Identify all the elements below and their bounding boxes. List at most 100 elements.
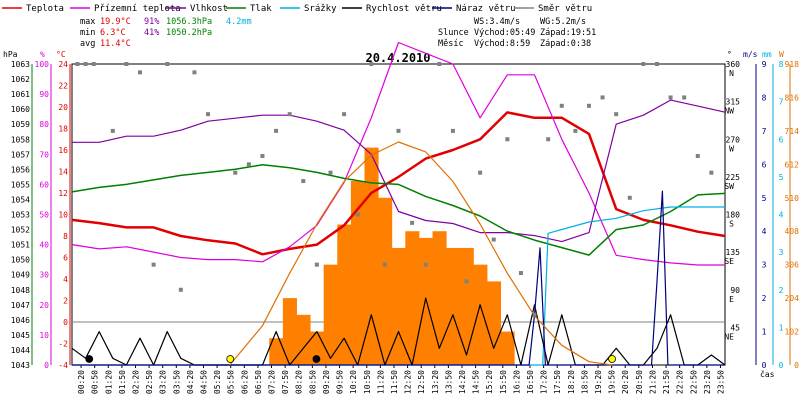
stat-min-temp: 6.3°C (100, 28, 126, 38)
tick-label-hpa: 1049 (11, 271, 30, 280)
tick-label-mm: 7 (779, 98, 784, 107)
wind-direction-point (559, 103, 564, 108)
solar-bar (459, 247, 474, 365)
tick-label-temp: 24 (58, 60, 68, 69)
tick-label-hpa: 1047 (11, 301, 30, 310)
tick-label-temp: 16 (58, 146, 68, 155)
wind-direction-point (83, 62, 88, 66)
x-tick-label: 15:50 (499, 370, 508, 394)
tick-label-mm: 8 (779, 60, 784, 69)
wind-direction-point (668, 95, 673, 100)
tick-label-dir: 225 (726, 173, 741, 182)
wind-direction-point (464, 279, 469, 284)
x-tick-label: 20:50 (635, 370, 644, 394)
tick-label-dir-name: SW (724, 182, 734, 191)
x-tick-label: 23:20 (703, 370, 712, 394)
x-tick-label: 07:20 (268, 370, 277, 394)
series-line-teplota (71, 111, 726, 256)
series-line-náraz-větru (72, 190, 725, 366)
axis-unit-pct: % (40, 50, 45, 59)
x-tick-label: 02:50 (145, 370, 154, 394)
x-tick-label: 12:50 (417, 370, 426, 394)
stat-avg-temp: 11.4°C (100, 39, 131, 49)
x-tick-label: 06:20 (240, 370, 249, 394)
tick-label-temp: -4 (58, 361, 68, 370)
tick-label-temp: 22 (58, 82, 68, 91)
tick-label-ms: 4 (762, 227, 767, 236)
wind-direction-point (260, 153, 265, 158)
tick-label-mm: 2 (779, 286, 784, 295)
x-tick-label: 11:20 (376, 370, 385, 394)
axis-ticks-wm2: 918 816 714 612 510 408 306 204 102 0 (785, 60, 800, 370)
stat-moon-label: Měsíc (438, 39, 464, 49)
x-tick-label: 12:20 (404, 370, 413, 394)
solar-bar (405, 231, 420, 365)
tick-label-dir-name: NE (724, 332, 734, 341)
x-tick-label: 05:20 (213, 370, 222, 394)
x-tick-label: 21:50 (662, 370, 671, 394)
moon-rise-marker (312, 355, 321, 363)
wind-direction-point (505, 137, 510, 142)
x-tick-label: 03:50 (172, 370, 181, 394)
solar-bar (391, 247, 406, 365)
tick-label-pct: 10 (39, 331, 49, 340)
tick-label-wm2: 918 (785, 60, 800, 69)
legend-label-vlhkost: Vlhkost (190, 4, 228, 14)
solar-bar (432, 231, 447, 365)
x-tick-label: 16:20 (512, 370, 521, 394)
x-tick-label: 10:20 (349, 370, 358, 394)
tick-label-ms: 3 (762, 261, 767, 270)
stat-max-hum: 91% (144, 17, 159, 27)
x-tick-label: 19:20 (594, 370, 603, 394)
wind-direction-point (641, 62, 646, 66)
wind-direction-point (532, 312, 537, 317)
x-tick-label: 08:50 (308, 370, 317, 394)
tick-label-ms: 7 (762, 127, 767, 136)
wind-direction-point (233, 170, 238, 175)
tick-label-hpa: 1045 (11, 331, 30, 340)
stat-max-label: max (80, 17, 95, 27)
wind-direction-point (355, 212, 360, 217)
tick-label-mm: 5 (779, 173, 784, 182)
tick-label-hpa: 1043 (11, 361, 30, 370)
x-tick-label: 14:20 (458, 370, 467, 394)
wind-direction-point (709, 170, 714, 175)
solar-bar (364, 147, 379, 365)
series-line-přízemní-teplota (71, 41, 725, 266)
tick-label-wm2: 612 (785, 160, 800, 169)
tick-label-hpa: 1056 (11, 165, 30, 174)
tick-label-temp: -2 (58, 340, 68, 349)
tick-label-dir-name: NW (724, 107, 734, 116)
solar-bar (323, 264, 338, 365)
x-tick-label: 14:50 (472, 370, 481, 394)
tick-label-ms: 1 (762, 328, 767, 337)
sun-rise-marker (226, 355, 235, 363)
tick-label-dir-name: E (729, 295, 734, 304)
x-tick-label: 13:20 (431, 370, 440, 394)
wind-direction-point (178, 287, 183, 292)
tick-label-pct: 30 (39, 271, 49, 280)
x-tick-label: 00:50 (91, 370, 100, 394)
tick-label-temp: 4 (63, 275, 68, 284)
x-tick-label: 18:50 (580, 370, 589, 394)
x-tick-label: 09:50 (336, 370, 345, 394)
x-axis-label: čas (760, 369, 775, 379)
stat-max-temp: 19.9°C (100, 17, 131, 27)
wind-direction-point (546, 137, 551, 142)
axis-unit-hpa: hPa (3, 50, 18, 59)
tick-label-hpa: 1048 (11, 286, 30, 295)
wind-direction-point (410, 220, 415, 225)
solar-bar (418, 237, 434, 365)
tick-label-dir-name: N (729, 69, 734, 78)
stat-moon-rise: Východ:8:59 (474, 39, 530, 49)
tick-label-mm: 4 (779, 211, 784, 220)
solar-bar (500, 331, 515, 365)
wind-direction-point (396, 128, 401, 133)
wind-direction-point (695, 153, 700, 158)
wind-direction-point (192, 70, 197, 75)
tick-label-ms: 6 (762, 160, 767, 169)
tick-label-mm: 0 (779, 361, 784, 370)
tick-label-hpa: 1057 (11, 150, 30, 159)
sun-set-marker (608, 355, 616, 363)
